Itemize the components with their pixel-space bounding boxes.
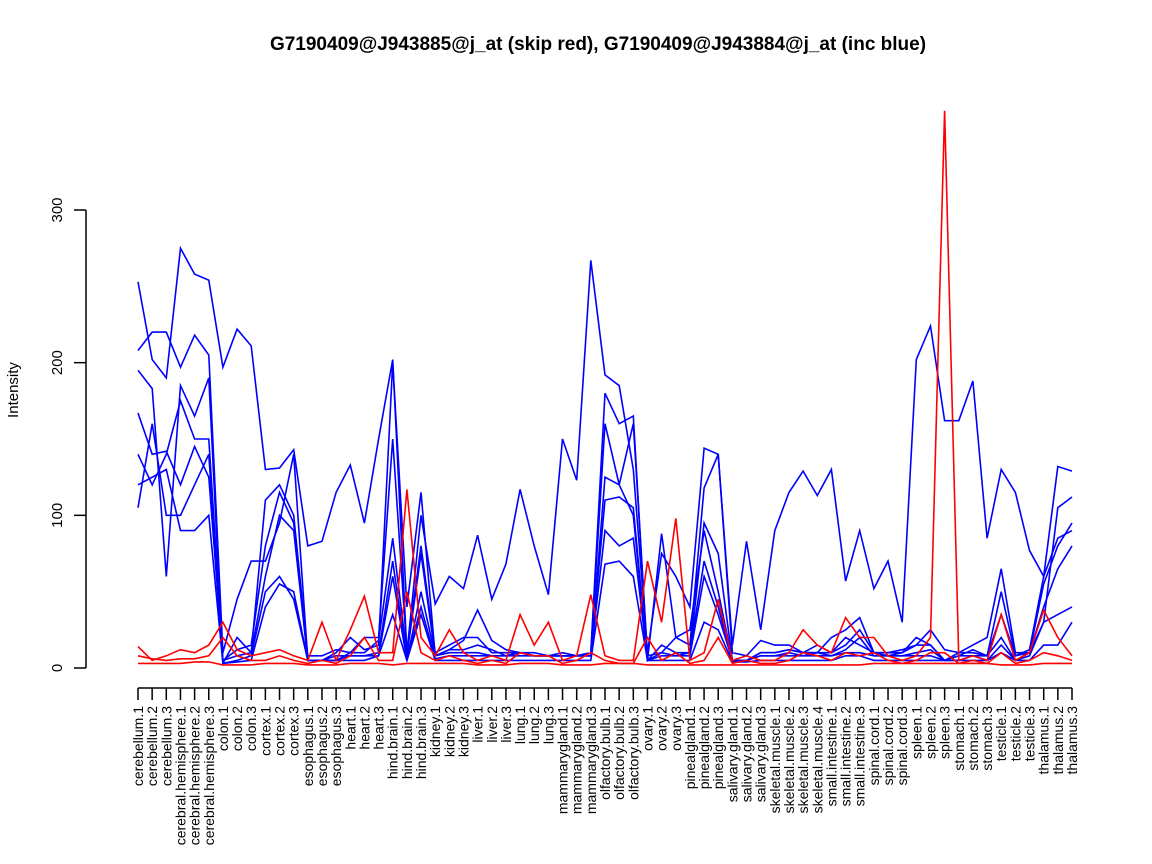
x-tick-label: mammarygland.1 — [555, 706, 571, 814]
x-tick-label: small.intestine.2 — [838, 706, 854, 807]
x-tick-label: thalamus.2 — [1050, 706, 1066, 775]
x-tick-label: hind.brain.1 — [385, 706, 401, 779]
x-tick-label: liver.1 — [470, 706, 486, 743]
x-tick-label: heart.2 — [356, 706, 372, 750]
x-tick-label: colon.1 — [215, 706, 231, 751]
x-tick-label: cerebellum.3 — [158, 706, 174, 786]
x-tick-label: testicle.2 — [1007, 706, 1023, 761]
x-tick-label: olfactory.bulb.2 — [611, 706, 627, 800]
x-tick-label: spinal.cord.3 — [894, 706, 910, 786]
x-tick-label: small.intestine.1 — [823, 706, 839, 807]
x-tick-label: skeletal.muscle.4 — [809, 706, 825, 814]
x-tick-label: lung.3 — [540, 706, 556, 744]
x-tick-label: skeletal.muscle.2 — [781, 706, 797, 814]
x-tick-label: cortex.2 — [272, 706, 288, 756]
x-tick-label: liver.2 — [484, 706, 500, 743]
x-tick-label: skeletal.muscle.3 — [795, 706, 811, 814]
x-tick-label: cerebral.hemisphere.2 — [187, 706, 203, 846]
x-tick-label: thalamus.1 — [1036, 706, 1052, 775]
x-tick-label: lung.1 — [512, 706, 528, 744]
y-tick-label: 0 — [49, 664, 66, 672]
x-tick-label: liver.3 — [498, 706, 514, 743]
series-line-inc-blue-4 — [137, 412, 1073, 663]
x-tick-label: salivary.gland.3 — [753, 706, 769, 802]
x-tick-label: spinal.cord.1 — [866, 706, 882, 786]
x-tick-label: cerebellum.2 — [144, 706, 160, 786]
x-tick-label: testicle.1 — [993, 706, 1009, 761]
x-tick-label: ovary.3 — [668, 706, 684, 751]
x-tick-label: hind.brain.3 — [413, 706, 429, 779]
series-line-inc-blue-3 — [137, 369, 1073, 667]
y-tick-label: 200 — [49, 350, 66, 375]
series-line-skip-red-3 — [138, 661, 1072, 666]
x-tick-label: ovary.2 — [654, 706, 670, 751]
x-tick-label: stomach.3 — [979, 706, 995, 771]
x-tick-label: cerebral.hemisphere.1 — [172, 706, 188, 846]
x-tick-label: mammarygland.2 — [569, 706, 585, 814]
x-tick-label: olfactory.bulb.1 — [597, 706, 613, 800]
x-tick-label: ovary.1 — [639, 706, 655, 751]
x-tick-label: spleen.3 — [937, 706, 953, 759]
x-tick-label: olfactory.bulb.3 — [625, 706, 641, 800]
x-tick-label: kidney.2 — [441, 706, 457, 757]
x-tick-label: heart.1 — [342, 706, 358, 750]
x-tick-label: small.intestine.3 — [852, 706, 868, 807]
x-tick-label: colon.2 — [229, 706, 245, 751]
x-tick-label: lung.2 — [526, 706, 542, 744]
series-line-inc-blue-7 — [137, 423, 1073, 665]
x-tick-label: spleen.2 — [922, 706, 938, 759]
x-tick-label: salivary.gland.1 — [724, 706, 740, 802]
x-tick-label: skeletal.muscle.1 — [767, 706, 783, 814]
x-tick-label: mammarygland.3 — [583, 706, 599, 814]
x-tick-label: pinealgland.2 — [696, 706, 712, 790]
series-line-inc-blue-1 — [137, 245, 1073, 653]
x-tick-label: cerebral.hemisphere.3 — [201, 706, 217, 846]
x-tick-label: spleen.1 — [908, 706, 924, 759]
x-tick-label: esophagus.1 — [300, 706, 316, 786]
series-line-inc-blue-5 — [137, 398, 1073, 662]
x-tick-label: esophagus.3 — [328, 706, 344, 786]
y-tick-label: 100 — [49, 503, 66, 528]
x-tick-label: heart.3 — [371, 706, 387, 750]
x-tick-label: kidney.3 — [455, 706, 471, 757]
x-tick-label: colon.3 — [243, 706, 259, 751]
x-tick-label: kidney.1 — [427, 706, 443, 757]
y-axis-label: Intensity — [5, 362, 22, 418]
series-line-skip-red-2 — [137, 591, 1073, 665]
chart-title: G7190409@J943885@j_at (skip red), G71904… — [270, 34, 926, 55]
y-tick-label: 300 — [49, 197, 66, 222]
x-tick-label: pinealgland.1 — [682, 706, 698, 790]
x-tick-label: cerebellum.1 — [130, 706, 146, 786]
x-tick-label: salivary.gland.2 — [739, 706, 755, 802]
x-tick-label: spinal.cord.2 — [880, 706, 896, 786]
x-tick-label: esophagus.2 — [314, 706, 330, 786]
x-tick-label: thalamus.3 — [1064, 706, 1080, 775]
x-tick-label: hind.brain.2 — [399, 706, 415, 779]
x-tick-label: cortex.1 — [257, 706, 273, 756]
x-tick-label: testicle.3 — [1022, 706, 1038, 761]
series-line-skip-red-1 — [137, 110, 1073, 663]
x-tick-label: pinealgland.3 — [710, 706, 726, 790]
x-tick-label: stomach.2 — [965, 706, 981, 771]
x-tick-label: stomach.1 — [951, 706, 967, 771]
x-tick-label: cortex.3 — [286, 706, 302, 756]
